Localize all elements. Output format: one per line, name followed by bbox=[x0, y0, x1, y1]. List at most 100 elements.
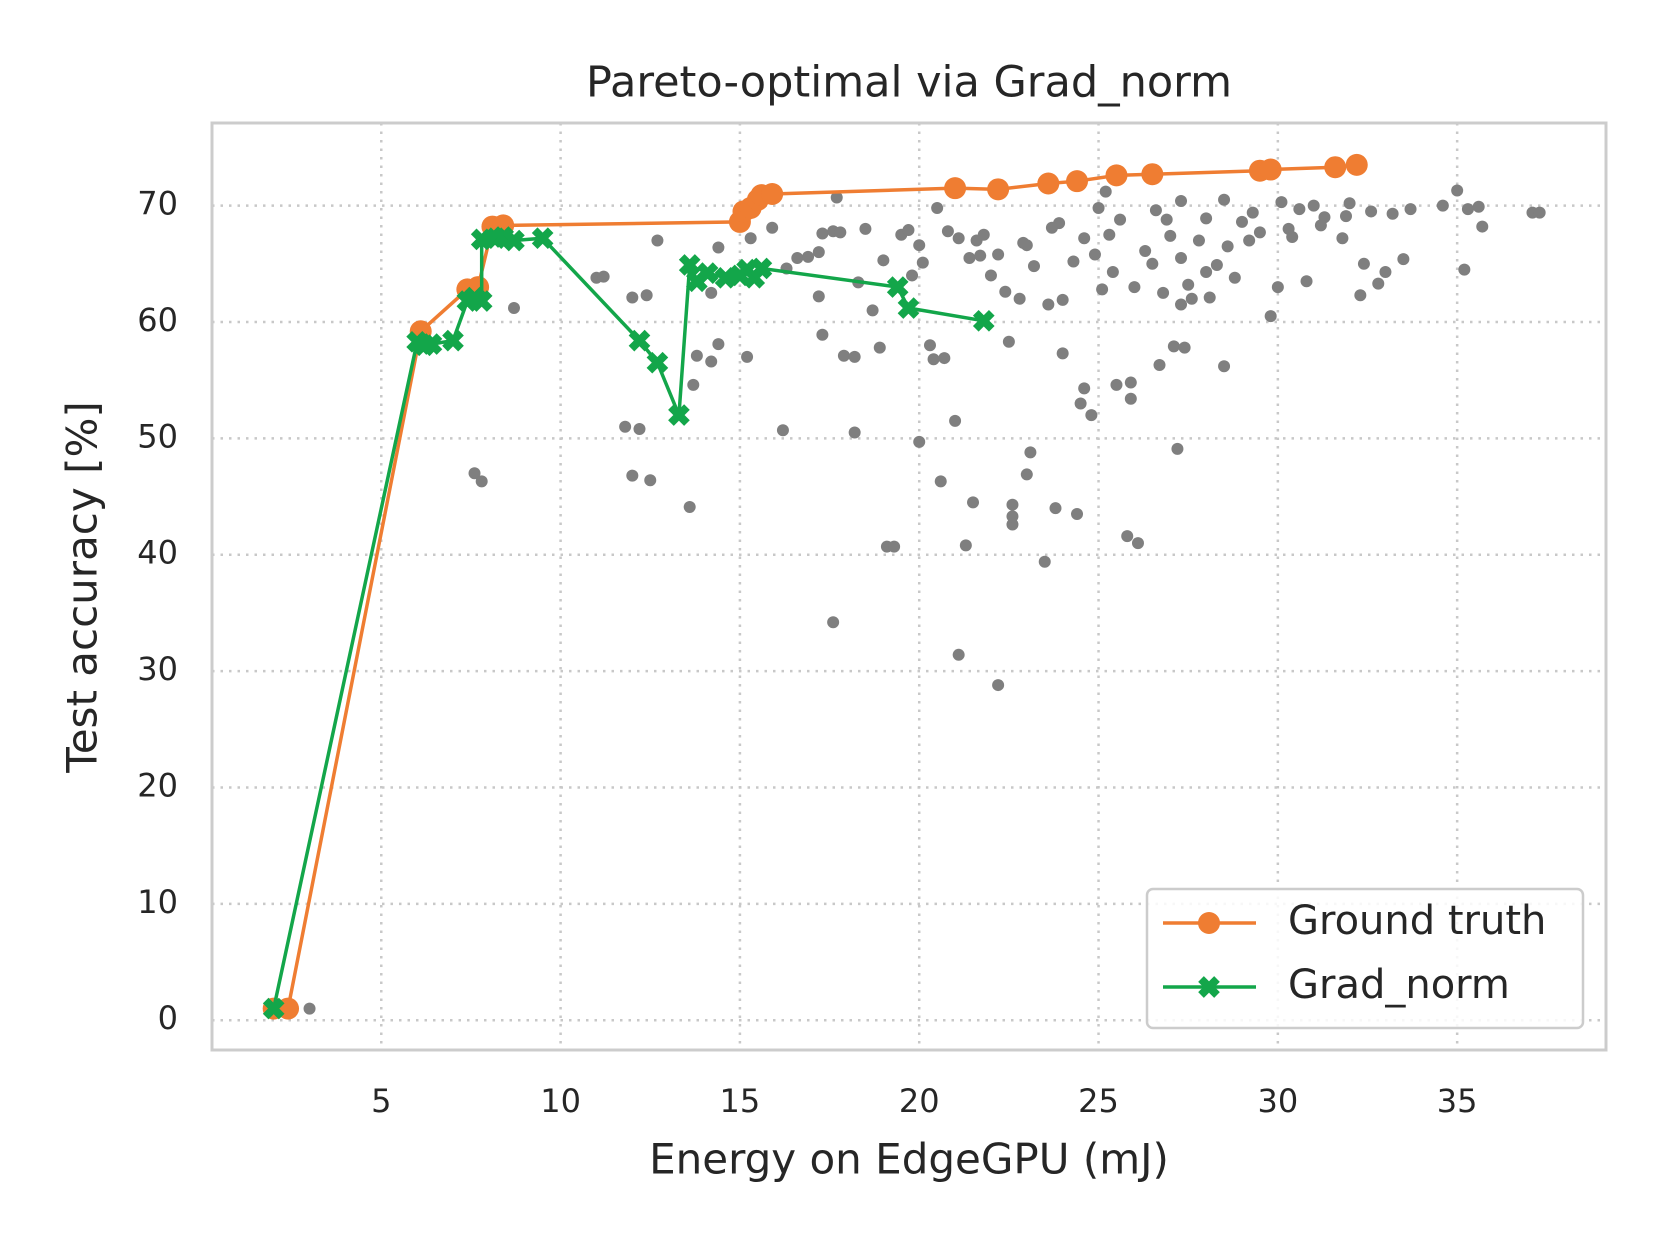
marker bbox=[750, 257, 773, 280]
scatter-point bbox=[827, 616, 840, 629]
scatter-point bbox=[640, 289, 653, 302]
scatter-point bbox=[705, 286, 718, 299]
marker bbox=[1198, 976, 1220, 998]
scatter-point bbox=[952, 648, 965, 661]
y-tick-label: 30 bbox=[137, 650, 178, 688]
scatter-point bbox=[1397, 253, 1410, 266]
scatter-point bbox=[741, 350, 754, 363]
scatter-point bbox=[923, 339, 936, 352]
scatter-point bbox=[683, 501, 696, 514]
scatter-point bbox=[1271, 281, 1284, 294]
scatter-point bbox=[1110, 378, 1123, 391]
scatter-point bbox=[934, 475, 947, 488]
scatter-point bbox=[970, 234, 983, 247]
scatter-point bbox=[1192, 234, 1205, 247]
scatter-point bbox=[1013, 292, 1026, 305]
scatter-point bbox=[1461, 203, 1474, 216]
x-tick-label: 35 bbox=[1437, 1082, 1478, 1120]
marker bbox=[470, 290, 493, 312]
marker bbox=[262, 997, 285, 1020]
marker bbox=[761, 182, 784, 205]
scatter-point bbox=[992, 248, 1005, 261]
scatter-point bbox=[626, 291, 639, 304]
scatter-point bbox=[877, 254, 890, 267]
y-tick-label: 0 bbox=[158, 999, 178, 1037]
scatter-point bbox=[949, 414, 962, 427]
x-tick-label: 20 bbox=[899, 1082, 940, 1120]
scatter-point bbox=[1146, 257, 1159, 270]
scatter-point bbox=[1182, 278, 1195, 291]
scatter-point bbox=[1200, 265, 1213, 278]
scatter-point bbox=[468, 467, 481, 480]
scatter-point bbox=[816, 227, 829, 240]
grid bbox=[212, 123, 1606, 1050]
scatter-point bbox=[1042, 298, 1055, 311]
x-tick-label: 10 bbox=[540, 1082, 581, 1120]
scatter-point bbox=[1533, 206, 1546, 219]
scatter-point bbox=[1099, 185, 1112, 198]
scatter-point bbox=[1286, 231, 1299, 244]
scatter-point bbox=[1020, 239, 1033, 252]
scatter-point bbox=[812, 246, 825, 259]
scatter-point bbox=[1175, 251, 1188, 264]
scatter-point bbox=[974, 249, 987, 262]
scatter-point bbox=[1386, 207, 1399, 220]
marker bbox=[442, 329, 464, 352]
scatter-point bbox=[873, 341, 886, 354]
scatter-point bbox=[705, 355, 718, 368]
y-tick-label: 40 bbox=[137, 534, 178, 572]
scatter-point bbox=[816, 328, 829, 341]
scatter-point bbox=[1124, 392, 1137, 405]
scatter-point bbox=[1160, 213, 1173, 226]
marker bbox=[1259, 158, 1282, 181]
scatter-point bbox=[644, 474, 657, 487]
scatter-point bbox=[1221, 240, 1234, 253]
y-tick-label: 60 bbox=[137, 301, 178, 339]
scatter-point bbox=[999, 285, 1012, 298]
scatter-point bbox=[1458, 263, 1471, 276]
scatter-point bbox=[1314, 219, 1327, 232]
scatter-point bbox=[1336, 232, 1349, 245]
scatter-point bbox=[1131, 537, 1144, 550]
scatter-point bbox=[1002, 335, 1015, 348]
scatter-point bbox=[1264, 310, 1277, 323]
scatter-point bbox=[475, 475, 488, 488]
scatter-point bbox=[1372, 277, 1385, 290]
scatter-point bbox=[303, 1002, 316, 1015]
scatter-point bbox=[1343, 197, 1356, 210]
scatter-point bbox=[1056, 347, 1069, 360]
marker bbox=[668, 404, 690, 426]
scatter-point bbox=[1243, 234, 1256, 247]
scatter-point bbox=[1218, 193, 1231, 206]
scatter-point bbox=[941, 225, 954, 238]
scatter-point bbox=[1006, 510, 1019, 523]
scatter-point bbox=[992, 679, 1005, 692]
scatter-point bbox=[1024, 446, 1037, 459]
scatter-point bbox=[866, 304, 879, 317]
scatter-point bbox=[931, 201, 944, 214]
x-tick-label: 15 bbox=[720, 1082, 761, 1120]
scatter-point bbox=[1200, 212, 1213, 225]
scatter-point bbox=[1121, 530, 1134, 543]
scatter-point bbox=[1020, 468, 1033, 481]
scatter-point bbox=[1049, 502, 1062, 515]
scatter-point bbox=[597, 270, 610, 283]
legend: Ground truth Grad_norm bbox=[1145, 887, 1585, 1030]
scatter-point bbox=[906, 269, 919, 282]
scatter-point bbox=[1153, 359, 1166, 372]
scatter-point bbox=[1106, 265, 1119, 278]
x-tick-label: 30 bbox=[1257, 1082, 1298, 1120]
marker bbox=[714, 266, 737, 289]
scatter-point bbox=[1171, 442, 1184, 455]
scatter-point bbox=[1175, 194, 1188, 207]
scatter-point bbox=[1114, 213, 1127, 226]
scatter-point bbox=[1275, 196, 1288, 209]
scatter-point bbox=[776, 424, 789, 437]
marker bbox=[1324, 156, 1347, 179]
scatter-point bbox=[633, 423, 646, 436]
scatter-point bbox=[1293, 203, 1306, 216]
scatter-point bbox=[1235, 215, 1248, 228]
marker bbox=[1066, 170, 1089, 193]
